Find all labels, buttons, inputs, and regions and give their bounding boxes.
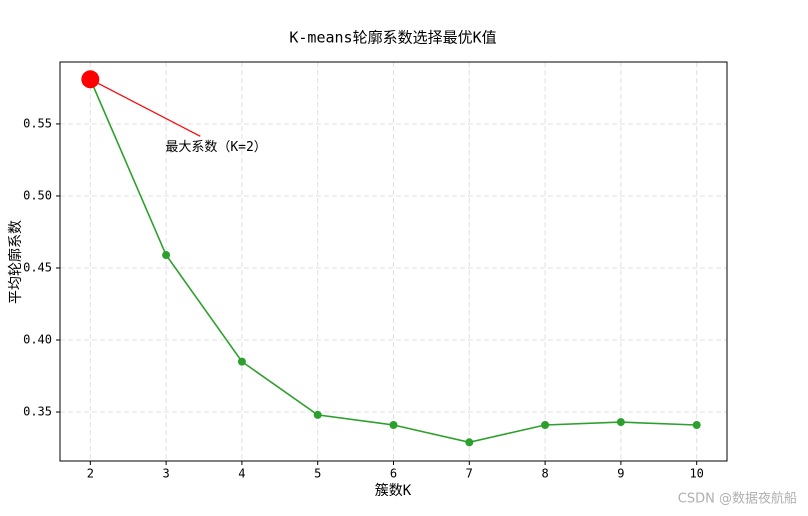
- y-tick-label: 0.35: [23, 405, 52, 419]
- chart-title: K-means轮廓系数选择最优K值: [289, 29, 496, 47]
- point: [237, 357, 246, 366]
- point: [389, 420, 398, 429]
- x-tick-label: 3: [162, 467, 169, 481]
- y-tick-label: 0.45: [23, 260, 52, 274]
- x-axis-label: 簇数K: [375, 483, 412, 499]
- x-tick-label: 7: [466, 467, 473, 481]
- x-tick-label: 6: [390, 467, 397, 481]
- y-tick-label: 0.40: [23, 333, 52, 347]
- highlight-point: [81, 70, 100, 89]
- x-tick-label: 8: [541, 467, 548, 481]
- plot-frame: [59, 61, 728, 462]
- x-tick-label: 2: [87, 467, 94, 481]
- y-axis-label: 平均轮廓系数: [7, 220, 24, 304]
- watermark: CSDN @数据夜航船: [678, 491, 797, 507]
- line: [89, 78, 697, 444]
- annotation-arrow: [90, 78, 201, 137]
- annotation: 最大系数（K=2）: [165, 140, 266, 155]
- y-tick-label: 0.50: [23, 188, 52, 202]
- x-tick-label: 9: [617, 467, 624, 481]
- point: [616, 418, 625, 427]
- point: [313, 410, 322, 419]
- y-tick-label: 0.55: [23, 116, 52, 130]
- x-tick-label: 5: [314, 467, 321, 481]
- x-tick-label: 10: [689, 467, 703, 481]
- point: [162, 251, 171, 260]
- point: [465, 438, 474, 447]
- x-tick-label: 4: [238, 467, 245, 481]
- point: [692, 420, 701, 429]
- point: [541, 420, 550, 429]
